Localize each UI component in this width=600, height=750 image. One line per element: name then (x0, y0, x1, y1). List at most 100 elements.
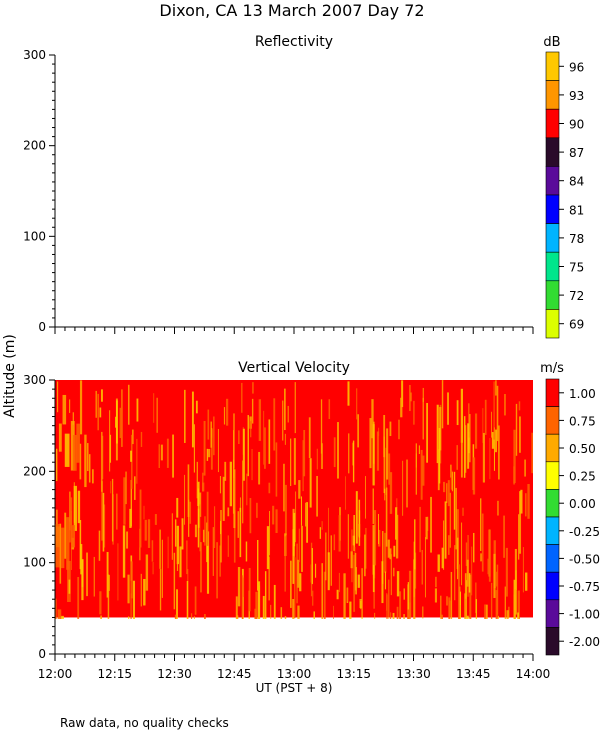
velocity-streak (282, 400, 284, 441)
velocity-streak (275, 509, 278, 533)
velocity-streak (176, 497, 179, 518)
velocity-streak (513, 429, 516, 484)
velocity-streak (284, 484, 287, 536)
velocity-streak (257, 581, 261, 619)
velocity-streak (347, 587, 349, 602)
velocity-streak (106, 551, 109, 598)
velocity-streak (239, 497, 241, 513)
velocity-streak (60, 615, 64, 619)
velocity-streak (294, 382, 296, 434)
velocity-streak (504, 586, 506, 619)
velocity-streak (316, 475, 318, 517)
velocity-streak (488, 529, 491, 582)
velocity-streak (457, 537, 459, 580)
velocity-streak (513, 589, 516, 619)
velocity-streak (482, 432, 485, 483)
velocity-streak (414, 519, 416, 570)
velocity-streak (58, 423, 62, 452)
velocity-streak (227, 507, 230, 517)
x-tick-label: 12:15 (97, 667, 132, 681)
velocity-streak (109, 434, 112, 463)
velocity-streak (466, 615, 469, 619)
colorbar-swatch (545, 108, 560, 139)
velocity-streak (520, 489, 523, 514)
velocity-streak (130, 479, 132, 527)
velocity-streak (374, 612, 376, 619)
velocity-streak (506, 610, 509, 619)
velocity-streak (496, 564, 499, 615)
reflectivity-colorbar: 96 93 90 87 84 81 78 75 72 69 (545, 51, 584, 339)
velocity-streak (373, 510, 377, 566)
velocity-streak (475, 599, 478, 619)
velocity-streak (497, 500, 499, 516)
velocity-streak (237, 511, 239, 538)
velocity-streak (480, 553, 482, 562)
velocity-streak (360, 600, 362, 610)
footer-note: Raw data, no quality checks (60, 716, 229, 730)
velocity-streak (321, 443, 323, 469)
colorbar-label: -0.50 (569, 552, 600, 566)
y-tick-label: 200 (23, 464, 46, 478)
velocity-streak (399, 591, 402, 619)
velocity-streak (313, 611, 315, 619)
velocity-streak (302, 440, 304, 492)
velocity-streak (186, 580, 189, 619)
velocity-streak (343, 573, 346, 619)
velocity-streak (70, 421, 75, 471)
velocity-streak (303, 429, 306, 477)
velocity-streak (292, 529, 295, 584)
velocity-streak (73, 485, 77, 531)
velocity-streak (338, 515, 341, 552)
velocity-streak (410, 392, 412, 402)
velocity-streak (202, 482, 205, 492)
velocity-streak (55, 524, 60, 568)
velocity-streak (353, 515, 355, 551)
y-tick-label: 0 (38, 647, 46, 661)
velocity-streak (140, 573, 142, 607)
velocity-streak (102, 435, 104, 480)
colorbar-swatch (545, 627, 560, 656)
colorbar-label: 0.00 (569, 497, 596, 511)
velocity-streak (384, 488, 386, 501)
velocity-streak (517, 590, 520, 619)
velocity-streak (99, 407, 102, 418)
y-tick-label: 200 (23, 139, 46, 153)
velocity-streak (467, 423, 470, 469)
velocity-streak (515, 403, 518, 456)
velocity-streak (257, 539, 259, 591)
velocity-streak (321, 563, 323, 619)
velocity-streak (465, 425, 467, 473)
velocity-streak (204, 516, 206, 546)
velocity-streak (383, 436, 385, 494)
velocity-streak (116, 493, 118, 530)
y-tick-label: 100 (23, 556, 46, 570)
colorbar-label: 0.50 (569, 442, 596, 456)
velocity-streak (361, 568, 363, 619)
velocity-streak (219, 545, 221, 577)
y-tick-label: 100 (23, 229, 46, 243)
velocity-streak (532, 615, 533, 619)
velocity-streak (525, 572, 528, 591)
velocity-streak (246, 473, 248, 506)
velocity-streak (377, 513, 379, 545)
velocity-title: Vertical Velocity (238, 360, 350, 376)
velocity-streak (297, 559, 300, 588)
velocity-streak (56, 448, 58, 482)
velocity-streak (136, 438, 138, 484)
velocity-streak (527, 484, 530, 519)
colorbar-swatch (545, 194, 560, 224)
velocity-streak (438, 427, 441, 484)
velocity-streak (176, 589, 178, 619)
velocity-streak (196, 461, 198, 499)
velocity-streak (402, 460, 404, 516)
velocity-streak (184, 474, 186, 525)
velocity-streak (328, 507, 329, 555)
velocity-streak (117, 543, 119, 601)
velocity-streak (107, 574, 110, 619)
velocity-streak (250, 421, 252, 438)
velocity-streak (72, 412, 74, 425)
velocity-streak (159, 568, 162, 611)
velocity-streak (396, 571, 400, 597)
velocity-streak (175, 519, 177, 547)
velocity-streak (480, 498, 482, 551)
